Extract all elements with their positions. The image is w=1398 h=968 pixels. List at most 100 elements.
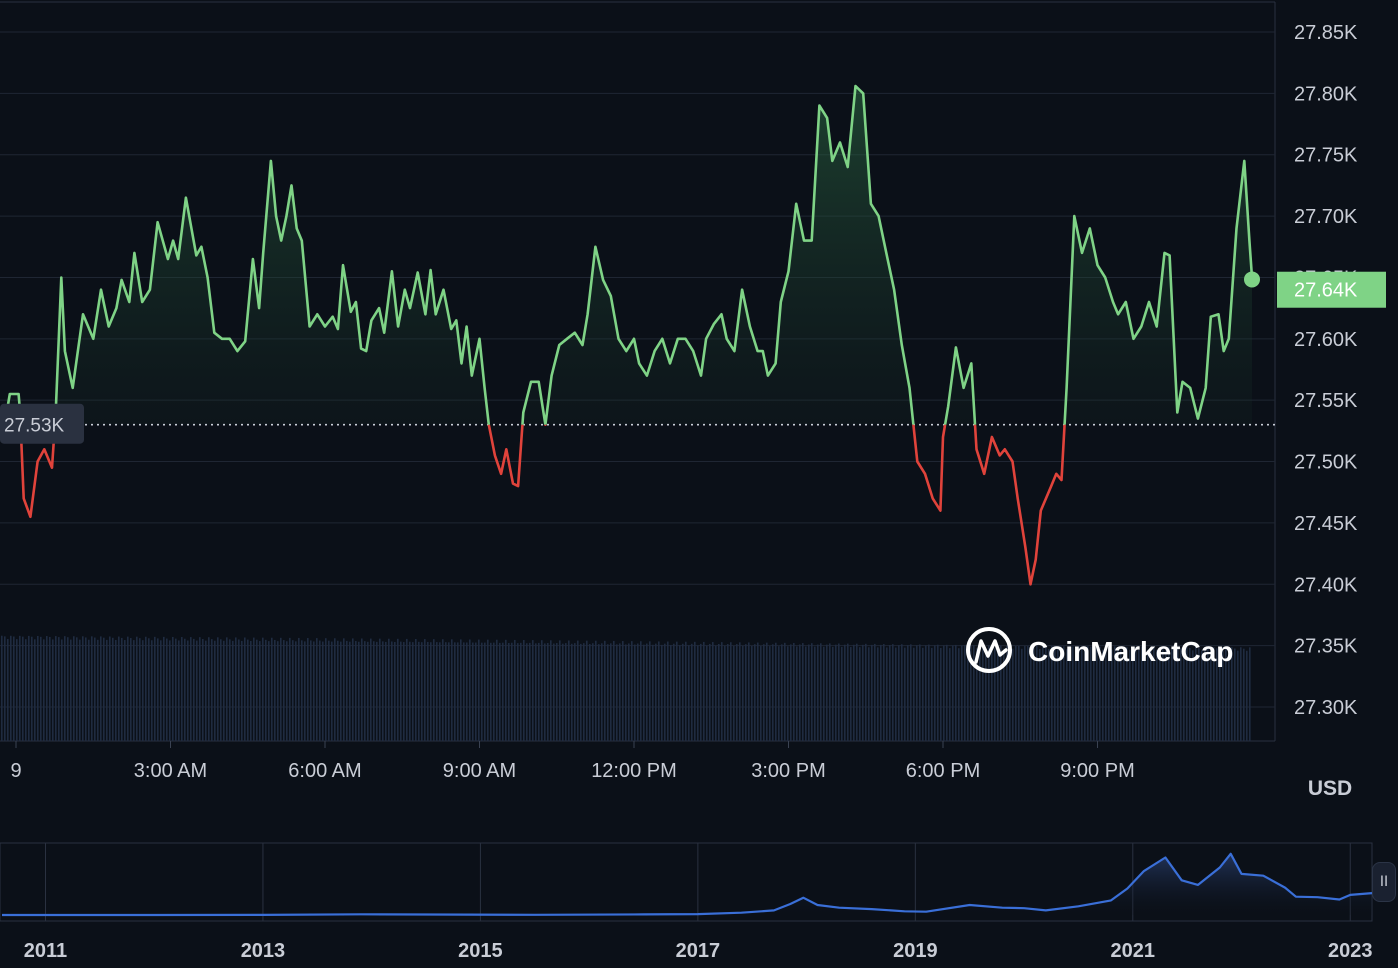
volume-bar <box>427 641 429 741</box>
volume-bar <box>643 644 645 741</box>
volume-bar <box>523 640 525 741</box>
volume-bar <box>628 643 630 741</box>
volume-bar <box>313 641 315 741</box>
volume-bar <box>409 641 411 741</box>
volume-bar <box>136 636 138 741</box>
volume-bar <box>586 640 588 741</box>
volume-bar <box>193 638 195 741</box>
volume-bar <box>817 644 819 741</box>
price-line-below <box>19 424 1066 586</box>
volume-bar <box>1009 645 1011 741</box>
volume-bar <box>325 638 327 741</box>
volume-bar <box>460 639 462 741</box>
volume-bar <box>736 644 738 741</box>
watermark-brand-text: CoinMarketCap <box>1028 636 1233 667</box>
volume-bar <box>175 638 177 741</box>
volume-bar <box>985 648 987 741</box>
volume-bar <box>793 642 795 741</box>
volume-bar <box>661 644 663 741</box>
volume-bar <box>1066 649 1068 741</box>
volume-bar <box>496 639 498 741</box>
volume-bar <box>1231 647 1233 741</box>
volume-bar <box>511 642 513 741</box>
volume-bar <box>976 648 978 741</box>
volume-bar <box>172 636 174 741</box>
volume-bar <box>556 643 558 741</box>
volume-bar <box>715 645 717 741</box>
volume-bar <box>667 641 669 741</box>
x-axis: 9 3:00 AM 6:00 AM 9:00 AM 12:00 PM 3:00 PM 6:0… <box>10 741 1135 782</box>
volume-bar <box>1189 647 1191 741</box>
x-tick-label: 3:00 AM <box>134 760 207 782</box>
volume-bar <box>1090 646 1092 741</box>
volume-bar <box>601 643 603 741</box>
volume-bar <box>781 644 783 741</box>
volume-bar <box>898 645 900 741</box>
volume-bar <box>1240 647 1242 741</box>
reference-price-label: 27.53K <box>4 416 65 437</box>
volume-bar <box>463 642 465 741</box>
volume-bar <box>709 643 711 741</box>
current-price-dot <box>1244 271 1260 288</box>
volume-bar <box>184 638 186 741</box>
volume-bar <box>238 639 240 741</box>
volume-bar <box>1192 650 1194 741</box>
volume-bar <box>538 642 540 741</box>
volume-bar <box>253 637 255 741</box>
pause-handle-icon[interactable]: II <box>1372 862 1396 902</box>
volume-bar <box>145 636 147 741</box>
price-line-above <box>0 84 1254 425</box>
volume-bar <box>799 644 801 741</box>
volume-bar <box>1021 648 1023 741</box>
volume-bar <box>232 640 234 741</box>
volume-bar <box>1078 646 1080 741</box>
volume-bar <box>1045 646 1047 741</box>
volume-bar <box>100 636 102 741</box>
volume-bar <box>934 645 936 741</box>
volume-bar <box>337 640 339 741</box>
volume-bar <box>1216 648 1218 741</box>
volume-bar <box>865 643 867 741</box>
volume-bar <box>682 643 684 741</box>
volume-bar <box>958 648 960 741</box>
volume-bar <box>652 644 654 741</box>
overview-tick-label: 2019 <box>893 940 938 962</box>
volume-bar <box>820 643 822 741</box>
volume-bar <box>481 642 483 741</box>
volume-bar <box>1015 645 1017 741</box>
volume-bar <box>346 640 348 741</box>
volume-bar <box>475 642 477 741</box>
y-tick-label: 27.45K <box>1294 513 1358 535</box>
volume-bar <box>286 641 288 741</box>
x-tick-label: 9:00 PM <box>1060 760 1134 782</box>
volume-bar <box>1171 647 1173 741</box>
volume-bar <box>124 640 126 741</box>
volume-bar <box>394 642 396 741</box>
volume-bar <box>259 641 261 741</box>
volume-bar <box>352 638 354 741</box>
volume-bar <box>487 639 489 741</box>
volume-bar <box>103 637 105 741</box>
volume-bar <box>208 637 210 741</box>
volume-bar <box>574 643 576 741</box>
volume-bar <box>742 645 744 741</box>
volume-bar <box>157 638 159 741</box>
volume-bar <box>82 636 84 741</box>
volume-bar <box>874 643 876 741</box>
volume-bar <box>226 637 228 741</box>
volume-bar <box>529 642 531 741</box>
overview-tick-label: 2011 <box>24 940 67 962</box>
volume-bar <box>25 639 27 741</box>
price-area-fill <box>0 86 1252 425</box>
volume-bar <box>13 636 15 741</box>
volume-bar <box>1168 646 1170 741</box>
volume-bar <box>1219 650 1221 741</box>
volume-bar <box>790 644 792 741</box>
volume-bar <box>850 647 852 741</box>
volume-bar <box>688 645 690 741</box>
volume-bar <box>244 637 246 741</box>
volume-bar <box>205 640 207 741</box>
x-tick-label: 9 <box>10 760 21 782</box>
volume-bar <box>1096 646 1098 741</box>
volume-bar <box>142 640 144 741</box>
